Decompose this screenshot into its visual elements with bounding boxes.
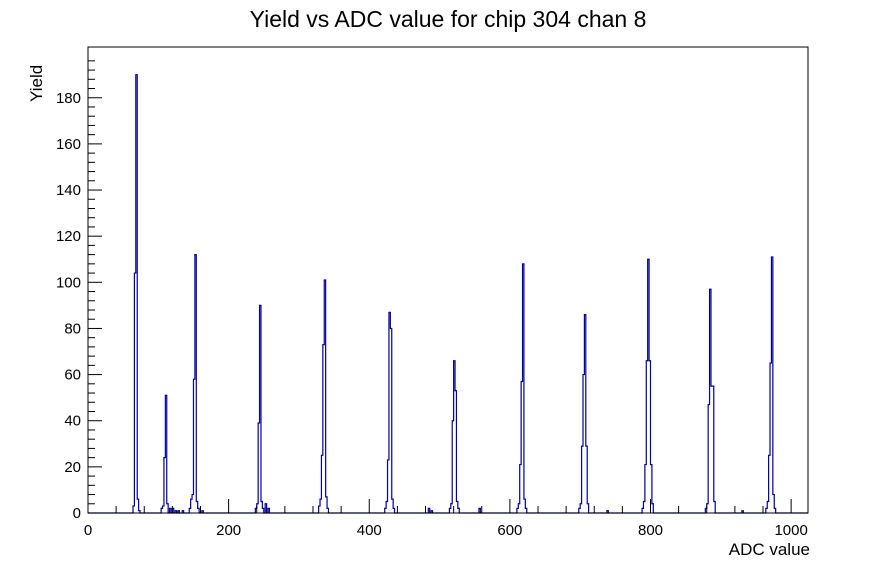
- y-tick-label: 100: [56, 274, 81, 291]
- y-tick-label: 140: [56, 182, 81, 199]
- x-tick-label: 0: [84, 522, 92, 539]
- x-tick-label: 800: [638, 522, 663, 539]
- x-tick-label: 400: [357, 522, 382, 539]
- y-axis-title: Yield: [27, 65, 46, 102]
- histogram-path: [88, 74, 808, 514]
- y-tick-label: 80: [64, 320, 81, 337]
- y-tick-label: 120: [56, 228, 81, 245]
- plot-frame: [87, 46, 809, 514]
- y-tick-label: 60: [64, 367, 81, 384]
- y-tick-label: 180: [56, 90, 81, 107]
- y-tick-label: 160: [56, 136, 81, 153]
- y-tick-label: 20: [64, 459, 81, 476]
- x-axis-title: ADC value: [729, 540, 810, 559]
- axis-ticks: [87, 60, 792, 514]
- axis-tick-labels: 0 200 400 600 800 1000 0 20 40 60 80 100 120 140 160 18…: [56, 90, 808, 539]
- x-tick-label: 600: [497, 522, 522, 539]
- y-tick-label: 40: [64, 413, 81, 430]
- x-tick-label: 200: [216, 522, 241, 539]
- y-tick-label: 0: [73, 505, 81, 522]
- x-tick-label: 1000: [774, 522, 807, 539]
- histogram-series: [88, 74, 808, 514]
- chart-title: Yield vs ADC value for chip 304 chan 8: [250, 6, 647, 32]
